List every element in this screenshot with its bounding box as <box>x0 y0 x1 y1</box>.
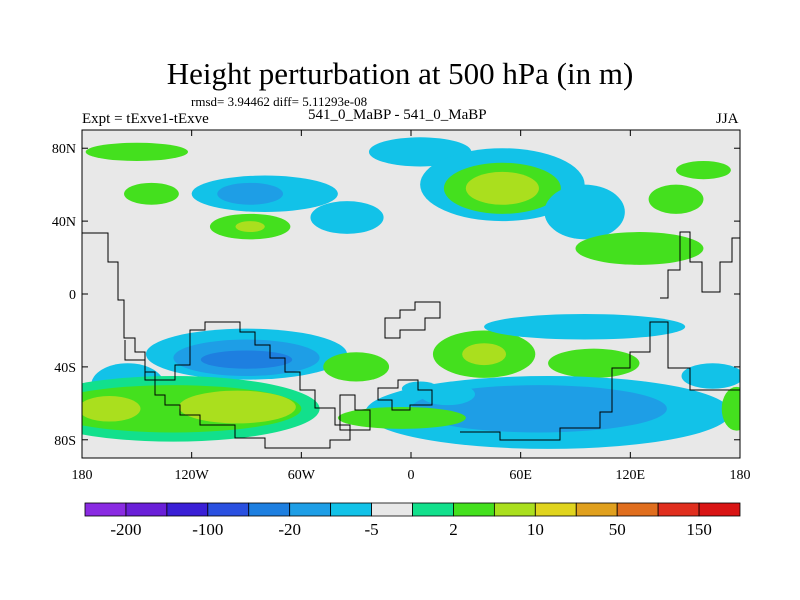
comparison-label: 541_0_MaBP - 541_0_MaBP <box>308 107 487 123</box>
contour-region-12 <box>648 184 704 214</box>
contour-region-24 <box>484 314 686 340</box>
colorbar-label-1: -100 <box>192 520 223 539</box>
contour-region-2 <box>217 182 284 205</box>
contour-region-6 <box>310 201 384 234</box>
colorbar-label-2: -20 <box>278 520 301 539</box>
contour-region-23 <box>548 348 640 378</box>
contour-region-14 <box>676 160 731 180</box>
northeast-land-outline <box>660 231 740 299</box>
colorbar-box-11 <box>534 502 577 517</box>
colorbar-label-5: 10 <box>527 520 544 539</box>
y-axis: 80N 40N 0 40S 80S <box>52 142 740 449</box>
x-tick-label-5: 120E <box>616 468 646 483</box>
experiment-label: Expt = tExve1-tExve <box>82 111 209 127</box>
colorbar-label-7: 150 <box>686 520 712 539</box>
contour-region-28 <box>82 396 141 422</box>
x-tick-label-0: 180 <box>72 468 93 483</box>
y-tick-label-4: 80S <box>54 434 76 449</box>
contour-region-13 <box>575 232 704 265</box>
contour-region-29 <box>178 390 296 424</box>
y-tick-label-1: 40N <box>52 215 76 230</box>
contour-region-4 <box>235 221 265 233</box>
colorbar-box-0 <box>84 502 127 517</box>
contour-region-33 <box>681 363 740 389</box>
colorbar-box-4 <box>248 502 291 517</box>
colorbar-box-7 <box>371 502 413 517</box>
madagascar-outline <box>377 379 433 411</box>
island-outline <box>384 301 441 339</box>
y-tick-label-0: 80N <box>52 142 76 157</box>
colorbar-label-6: 50 <box>609 520 626 539</box>
colorbar-box-15 <box>698 502 741 517</box>
colorbar-box-8 <box>412 502 454 517</box>
colorbar-label-3: -5 <box>364 520 378 539</box>
contour-fill-layer <box>82 137 740 449</box>
x-tick-label-3: 0 <box>408 468 415 483</box>
contour-region-32 <box>420 383 475 406</box>
contour-region-10 <box>465 171 539 205</box>
colorbar-box-2 <box>166 502 209 517</box>
colorbar-box-14 <box>657 502 700 517</box>
colorbar-box-1 <box>125 502 168 517</box>
x-tick-label-4: 60E <box>509 468 532 483</box>
x-tick-label-1: 120W <box>175 468 210 483</box>
contour-region-11 <box>544 184 625 240</box>
contour-region-0 <box>85 142 189 161</box>
colorbar-box-5 <box>289 502 332 517</box>
chart-title: Height perturbation at 500 hPa (in m) <box>166 56 634 91</box>
contour-region-18 <box>200 350 293 369</box>
contour-region-22 <box>462 343 507 366</box>
x-tick-label-6: 180 <box>730 468 751 483</box>
x-axis: 180 120W 60W 0 60E 120E 180 <box>72 130 751 483</box>
colorbar: -200 -100 -20 -5 2 10 50 150 <box>84 502 741 539</box>
colorbar-box-12 <box>575 502 618 517</box>
y-tick-label-2: 0 <box>69 288 76 303</box>
season-label: JJA <box>716 111 739 127</box>
south-america-outline <box>82 232 351 449</box>
coastline-layer <box>82 231 740 449</box>
y-tick-label-3: 40S <box>54 361 76 376</box>
colorbar-box-13 <box>616 502 659 517</box>
colorbar-label-0: -200 <box>110 520 141 539</box>
colorbar-box-9 <box>453 502 495 517</box>
contour-region-19 <box>323 352 390 382</box>
colorbar-label-4: 2 <box>449 520 458 539</box>
x-tick-label-2: 60W <box>288 468 316 483</box>
contour-region-31 <box>411 385 667 433</box>
stats-text: rmsd= 3.94462 diff= 5.11293e-08 <box>191 94 368 109</box>
contour-region-5 <box>124 182 179 205</box>
colorbar-box-6 <box>330 502 372 517</box>
colorbar-box-10 <box>493 502 536 517</box>
colorbar-box-3 <box>207 502 250 517</box>
contour-region-34 <box>721 386 740 431</box>
antarctica-outline <box>460 321 740 441</box>
africa-outline <box>339 394 371 431</box>
